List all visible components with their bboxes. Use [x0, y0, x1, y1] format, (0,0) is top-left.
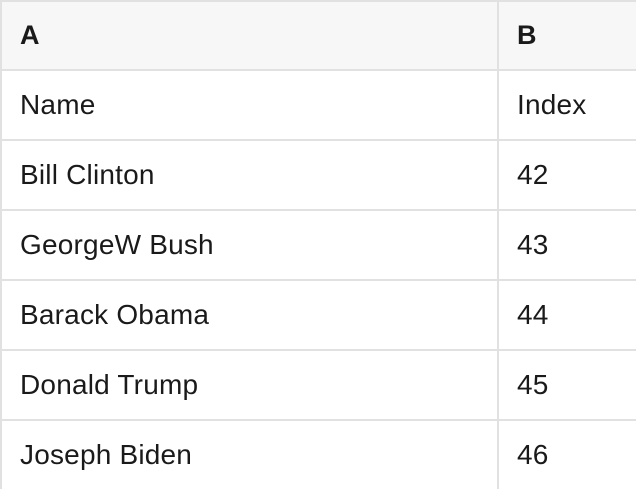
table-cell-name[interactable]: Joseph Biden	[2, 421, 499, 489]
table-cell-name[interactable]: Bill Clinton	[2, 141, 499, 209]
table-cell-name[interactable]: Name	[2, 71, 499, 139]
table-cell-index[interactable]: 45	[517, 369, 549, 400]
table-cell-name[interactable]: Donald Trump	[2, 351, 499, 419]
table-cell-index[interactable]: 46	[517, 439, 549, 470]
table-cell-index[interactable]: 42	[517, 159, 549, 190]
table-cell-index[interactable]: 43	[517, 229, 549, 260]
column-header-a[interactable]: A	[2, 2, 499, 69]
table-row: Name Index	[2, 71, 636, 141]
table-row: Donald Trump 45	[2, 351, 636, 421]
table-cell-name[interactable]: GeorgeW Bush	[2, 211, 499, 279]
column-header-row: A B	[2, 2, 636, 71]
column-header-b[interactable]: B	[517, 20, 537, 50]
table-cell-index[interactable]: Index	[517, 89, 587, 120]
table-row: Barack Obama 44	[2, 281, 636, 351]
table-row: GeorgeW Bush 43	[2, 211, 636, 281]
table-row: Joseph Biden 46	[2, 421, 636, 489]
table-row: Bill Clinton 42	[2, 141, 636, 211]
table-cell-name[interactable]: Barack Obama	[2, 281, 499, 349]
table-cell-index[interactable]: 44	[517, 299, 549, 330]
